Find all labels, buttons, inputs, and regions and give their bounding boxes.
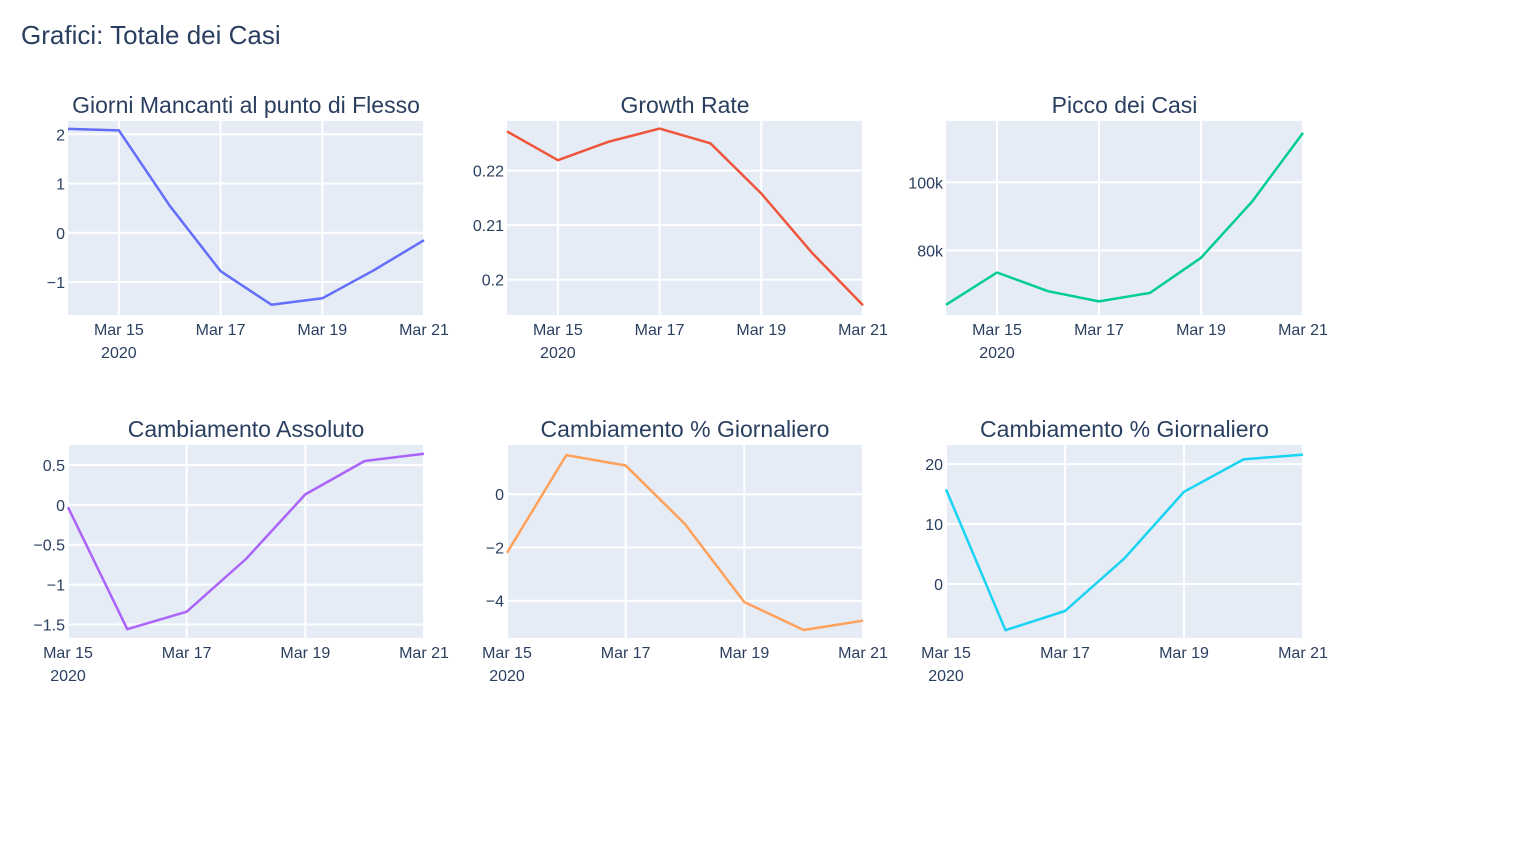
- x-tick-label: Mar 21: [838, 322, 888, 339]
- x-tick-label: Mar 19: [736, 322, 786, 339]
- subplot-1: Giorni Mancanti al punto di Flesso −1 0 1 2 M…: [47, 92, 449, 362]
- y-tick-label: 80k: [917, 243, 944, 260]
- y-tick-label: −4: [486, 594, 504, 611]
- y-tick-label: −0.5: [33, 538, 65, 555]
- series-line: [66, 452, 425, 631]
- page-title: Grafici: Totale dei Casi: [21, 20, 281, 50]
- x-tick-label: Mar 21: [399, 322, 449, 339]
- x-tick-label: Mar 19: [280, 645, 330, 662]
- subplot-title: Cambiamento % Giornaliero: [541, 416, 830, 442]
- subplot-4: Cambiamento Assoluto −1.5 −1 −0.5 0 0.5 Mar 15…: [33, 416, 449, 685]
- x-tick-label: Mar 17: [1074, 322, 1124, 339]
- subplot-title: Cambiamento Assoluto: [128, 416, 365, 442]
- y-tick-label: −2: [486, 540, 504, 557]
- plot-background: [507, 445, 863, 638]
- y-tick-label: 0.2: [482, 273, 504, 290]
- x-tick-label: Mar 21: [1278, 322, 1328, 339]
- x-tick-label: Mar 15: [921, 645, 971, 662]
- plot-background: [68, 121, 424, 315]
- x-tick-label: Mar 15: [533, 322, 583, 339]
- x-year-label: 2020: [979, 345, 1015, 362]
- x-tick-label: Mar 19: [1176, 322, 1226, 339]
- y-tick-label: 0.21: [473, 218, 504, 235]
- y-tick-label: −1: [47, 275, 65, 292]
- x-year-label: 2020: [489, 668, 525, 685]
- x-tick-label: Mar 15: [94, 322, 144, 339]
- subplot-title: Giorni Mancanti al punto di Flesso: [72, 92, 420, 118]
- plot-background: [507, 121, 863, 315]
- y-tick-label: 2: [56, 127, 65, 144]
- x-year-label: 2020: [101, 345, 137, 362]
- plot-background: [68, 445, 424, 638]
- series-line: [506, 127, 864, 307]
- y-tick-label: 0.5: [43, 458, 65, 475]
- subplot-title: Cambiamento % Giornaliero: [980, 416, 1269, 442]
- y-tick-label: 0: [56, 226, 65, 243]
- x-tick-label: Mar 15: [972, 322, 1022, 339]
- series-line: [505, 453, 864, 632]
- y-tick-label: 100k: [908, 175, 944, 192]
- x-tick-label: Mar 21: [399, 645, 449, 662]
- x-tick-label: Mar 17: [601, 645, 651, 662]
- y-tick-label: 10: [925, 517, 943, 534]
- x-year-label: 2020: [928, 668, 964, 685]
- x-tick-label: Mar 19: [297, 322, 347, 339]
- x-tick-label: Mar 17: [196, 322, 246, 339]
- x-year-label: 2020: [50, 668, 86, 685]
- series-line: [945, 132, 1305, 306]
- subplot-2: Growth Rate 0.2 0.21 0.22 Mar 15 Mar 17 Mar 19…: [473, 92, 888, 362]
- subplot-title: Picco dei Casi: [1052, 92, 1198, 118]
- y-tick-label: 1: [56, 177, 65, 194]
- x-tick-label: Mar 19: [1159, 645, 1209, 662]
- x-year-label: 2020: [540, 345, 576, 362]
- subplot-title: Growth Rate: [620, 92, 749, 118]
- series-line: [67, 127, 425, 306]
- plot-background: [946, 121, 1303, 315]
- subplot-6: Cambiamento % Giornaliero 0 10 20 Mar 15 Mar …: [921, 416, 1328, 685]
- x-tick-label: Mar 17: [1040, 645, 1090, 662]
- y-tick-label: 20: [925, 457, 943, 474]
- x-tick-label: Mar 19: [719, 645, 769, 662]
- x-tick-label: Mar 15: [482, 645, 532, 662]
- x-tick-label: Mar 21: [838, 645, 888, 662]
- y-tick-label: −1: [47, 578, 65, 595]
- x-tick-label: Mar 17: [162, 645, 212, 662]
- x-tick-label: Mar 21: [1278, 645, 1328, 662]
- y-tick-label: 0: [934, 577, 943, 594]
- y-tick-label: 0.22: [473, 164, 504, 181]
- y-tick-label: −1.5: [33, 617, 65, 634]
- y-tick-label: 0: [495, 487, 504, 504]
- subplot-3: Picco dei Casi 80k 100k Mar 15 Mar 17 Mar 19 M…: [908, 92, 1328, 362]
- plot-background: [946, 445, 1303, 638]
- subplot-5: Cambiamento % Giornaliero −4 −2 0 Mar 15 Mar …: [482, 416, 888, 685]
- x-tick-label: Mar 15: [43, 645, 93, 662]
- x-tick-label: Mar 17: [635, 322, 685, 339]
- y-tick-label: 0: [56, 498, 65, 515]
